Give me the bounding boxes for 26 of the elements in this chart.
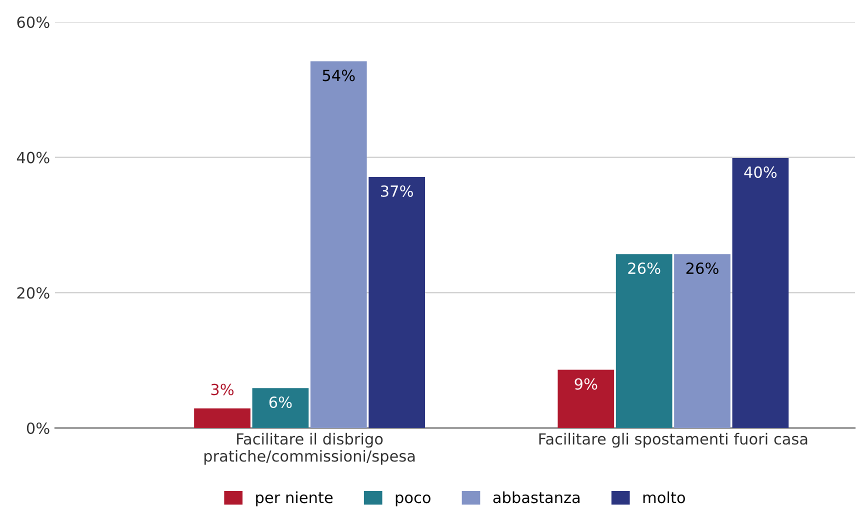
legend-label: molto <box>643 491 685 504</box>
data-label: 9% <box>574 378 598 390</box>
data-label: 6% <box>269 396 292 408</box>
data-label: 54% <box>322 70 355 82</box>
y-tick-label: 60% <box>17 16 50 28</box>
legend-label: abbastanza <box>493 491 580 504</box>
y-tick-label: 0% <box>26 422 50 434</box>
data-label: 26% <box>628 262 660 274</box>
bar <box>252 388 309 428</box>
y-tick-label: 40% <box>16 152 50 164</box>
x-tick-label: Facilitare gli spostamenti fuori casa <box>539 432 808 448</box>
legend-label: per niente <box>256 491 333 506</box>
y-tick-label: 20% <box>17 287 50 299</box>
bar <box>194 408 250 428</box>
bar <box>732 158 789 428</box>
bar <box>310 61 367 428</box>
bar <box>616 254 672 428</box>
data-label: 26% <box>686 262 718 274</box>
data-label: 3% <box>211 384 234 396</box>
bar <box>558 370 614 428</box>
legend-label: poco <box>396 494 430 506</box>
bar <box>674 254 730 428</box>
x-tick-label: Facilitare il disbrigo pratiche/commissioni/spesa <box>204 432 415 465</box>
data-label: 40% <box>744 166 777 178</box>
data-label: 37% <box>381 185 413 197</box>
bar <box>368 176 425 428</box>
